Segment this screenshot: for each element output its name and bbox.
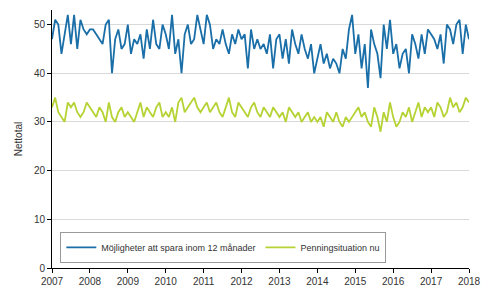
svg-text:2017: 2017 <box>420 276 443 287</box>
svg-text:30: 30 <box>34 116 46 127</box>
svg-text:2016: 2016 <box>382 276 405 287</box>
svg-text:20: 20 <box>34 165 46 176</box>
svg-text:2018: 2018 <box>458 276 481 287</box>
svg-text:0: 0 <box>39 263 45 274</box>
svg-text:Möjligheter att spara inom 12: Möjligheter att spara inom 12 månader <box>101 243 255 253</box>
svg-text:2015: 2015 <box>344 276 367 287</box>
svg-text:2010: 2010 <box>155 276 178 287</box>
svg-text:2014: 2014 <box>306 276 329 287</box>
svg-text:Penningsituation nu: Penningsituation nu <box>300 243 379 253</box>
svg-text:40: 40 <box>34 68 46 79</box>
svg-text:10: 10 <box>34 214 46 225</box>
svg-text:2013: 2013 <box>268 276 291 287</box>
svg-text:Nettotal: Nettotal <box>13 122 24 156</box>
svg-text:50: 50 <box>34 19 46 30</box>
svg-text:2011: 2011 <box>193 276 215 287</box>
svg-text:2012: 2012 <box>230 276 253 287</box>
svg-text:2009: 2009 <box>117 276 140 287</box>
svg-text:2008: 2008 <box>79 276 102 287</box>
svg-text:2007: 2007 <box>41 276 64 287</box>
